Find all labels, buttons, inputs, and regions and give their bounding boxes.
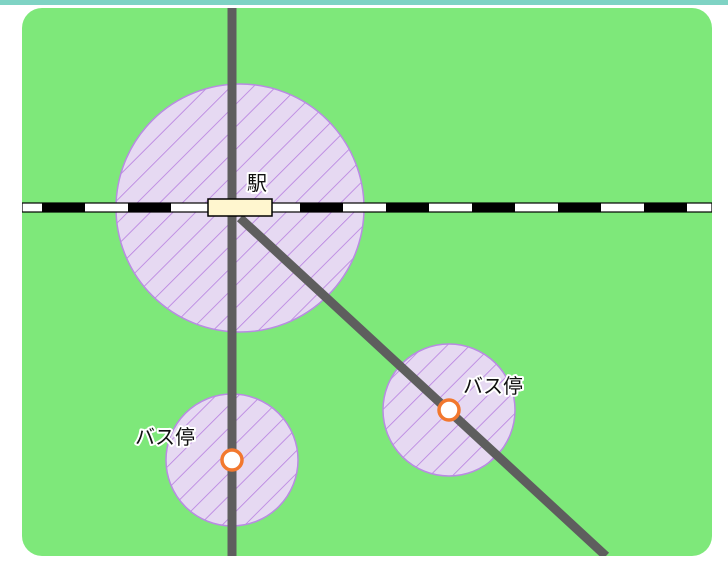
- station-label: 駅: [247, 171, 267, 195]
- railway: [22, 202, 712, 213]
- station-building: [207, 198, 273, 217]
- road-diagonal: [236, 214, 610, 556]
- bus-stop-right: [437, 398, 461, 422]
- bus-stop-label-right: バス停: [463, 374, 523, 398]
- ground-area: [22, 8, 712, 556]
- bus-stop-label-bottom: バス停: [135, 425, 195, 449]
- bus-stop-bottom: [220, 448, 244, 472]
- top-accent-strip: [0, 0, 728, 5]
